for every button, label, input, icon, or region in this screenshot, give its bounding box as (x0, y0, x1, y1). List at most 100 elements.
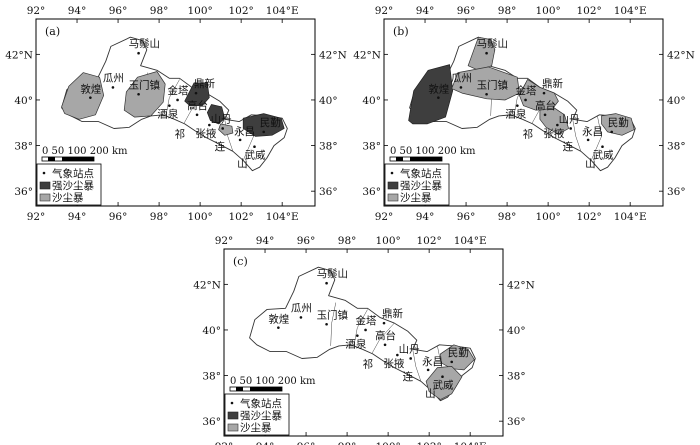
county-boundary (412, 349, 422, 382)
lon-tick-label-top: 100° (535, 5, 560, 17)
lon-tick-label-top: 100° (187, 5, 212, 17)
station-label: 张掖 (383, 357, 404, 370)
station-label: 金塔 (356, 314, 377, 327)
lon-tick-label-top: 96° (109, 5, 128, 17)
station-dot (610, 130, 614, 134)
lat-tick-label-right: 38° (319, 141, 338, 153)
station-dot (364, 328, 367, 332)
lon-tick-label-top: 94° (416, 5, 435, 17)
station-dot (221, 127, 224, 130)
dust-storm-area (539, 107, 569, 135)
region-boundary (61, 36, 288, 172)
station-label: 张掖 (543, 127, 565, 140)
station-label: 马鬃山 (317, 267, 349, 280)
legend-dust-label: 沙尘暴 (52, 192, 84, 204)
lon-tick-label-bottom: 96° (457, 211, 476, 223)
station-dot (441, 375, 444, 379)
station-dot (137, 92, 140, 96)
station-label: 连 (215, 140, 226, 153)
dust-storm-area (451, 66, 520, 101)
station-dot (459, 86, 463, 89)
lon-tick-label-top: 102° (416, 235, 441, 247)
station-dot (168, 104, 171, 107)
station-label: 酒泉 (157, 108, 178, 121)
station-label: 鼎新 (382, 307, 403, 320)
lat-tick-label-left: 38° (362, 141, 381, 153)
scale-bar-segment (410, 157, 442, 161)
station-label: 祁 (175, 128, 186, 141)
legend-station-marker (42, 171, 46, 175)
station-dot (437, 96, 440, 99)
county-boundary (354, 309, 368, 344)
lat-tick-label-left: 42°N (5, 49, 33, 61)
legend-dust-swatch (227, 423, 239, 432)
map-svg: 92° 92° 94° 94° 96° 96° 98° 98° 100° 100° 102° 102°… (193, 235, 535, 445)
legend-station-marker (390, 171, 394, 175)
lon-tick-label-bottom: 102° (576, 211, 601, 223)
station-label: 玉门镇 (129, 78, 161, 91)
lon-tick-label-bottom: 104°E (454, 441, 487, 445)
station-dot (176, 98, 179, 102)
lat-tick-label-right: 36° (319, 186, 338, 198)
station-dot (556, 123, 559, 127)
lon-tick-label-bottom: 104°E (266, 211, 299, 223)
station-dot (543, 113, 547, 117)
legend-strong-swatch (227, 411, 239, 420)
station-label: 鼎新 (194, 77, 215, 90)
station-label: 敦煌 (80, 83, 101, 96)
scale-bar-label: 0 50 100 200 km (230, 376, 316, 387)
scale-bar-segment (48, 157, 55, 161)
legend-station-marker (230, 401, 234, 405)
station-dot (325, 322, 328, 326)
lon-tick-label-top: 94° (68, 5, 87, 17)
lat-tick-label-left: 40° (362, 95, 381, 107)
county-boundary (590, 115, 602, 161)
scale-bar-label: 0 50 100 200 km (42, 146, 128, 157)
station-label: 高台 (375, 329, 396, 342)
station-dot (111, 86, 115, 89)
lat-tick-label-left: 36° (202, 416, 221, 428)
lon-tick-label-top: 98° (338, 235, 357, 247)
station-label: 武威 (592, 149, 613, 162)
lon-tick-label-bottom: 102° (416, 441, 441, 445)
lat-tick-label-right: 42°N (507, 279, 535, 291)
station-dot (194, 91, 198, 95)
strong-dust-storm-area (408, 64, 454, 125)
station-label: 祁 (523, 128, 534, 141)
legend-station-label: 气象站点 (400, 167, 442, 180)
lon-tick-label-top: 102° (228, 5, 253, 17)
panel-label: (c) (233, 255, 248, 268)
station-dot (137, 51, 140, 55)
dust-storm-area (61, 72, 105, 120)
legend-dust-swatch (39, 193, 51, 202)
station-dot (524, 98, 527, 102)
legend-strong-label: 强沙尘暴 (52, 180, 94, 192)
station-label: 永昌 (422, 355, 443, 368)
legend-strong-label: 强沙尘暴 (240, 410, 282, 422)
station-label: 山 (585, 158, 596, 170)
station-label: 祁 (363, 358, 374, 371)
lon-tick-label-bottom: 102° (228, 211, 253, 223)
scale-bar-segment (250, 387, 282, 391)
lon-tick-label-bottom: 98° (498, 211, 517, 223)
station-label: 鼎新 (542, 77, 563, 90)
station-label: 金塔 (516, 84, 537, 97)
station-label: 山 (425, 388, 436, 400)
station-label: 马鬃山 (477, 37, 509, 50)
lat-tick-label-right: 36° (667, 186, 686, 198)
station-dot (426, 368, 430, 372)
station-dot (238, 138, 242, 142)
scale-bar-segment (396, 157, 403, 161)
strong-dust-storm-area (206, 104, 226, 125)
lat-tick-label-left: 42°N (353, 49, 381, 61)
station-label: 高台 (535, 99, 556, 112)
map-panel-2: 92° 92° 94° 94° 96° 96° 98° 98° 100° 100° 102° 102°… (348, 0, 700, 228)
station-dot (485, 51, 488, 55)
lat-tick-label-right: 40° (507, 325, 526, 337)
lon-tick-label-top: 104°E (266, 5, 299, 17)
station-label: 山丹 (211, 113, 232, 125)
legend-strong-swatch (39, 181, 51, 190)
lat-tick-label-left: 38° (14, 141, 33, 153)
strong-dust-storm-area (242, 113, 285, 137)
